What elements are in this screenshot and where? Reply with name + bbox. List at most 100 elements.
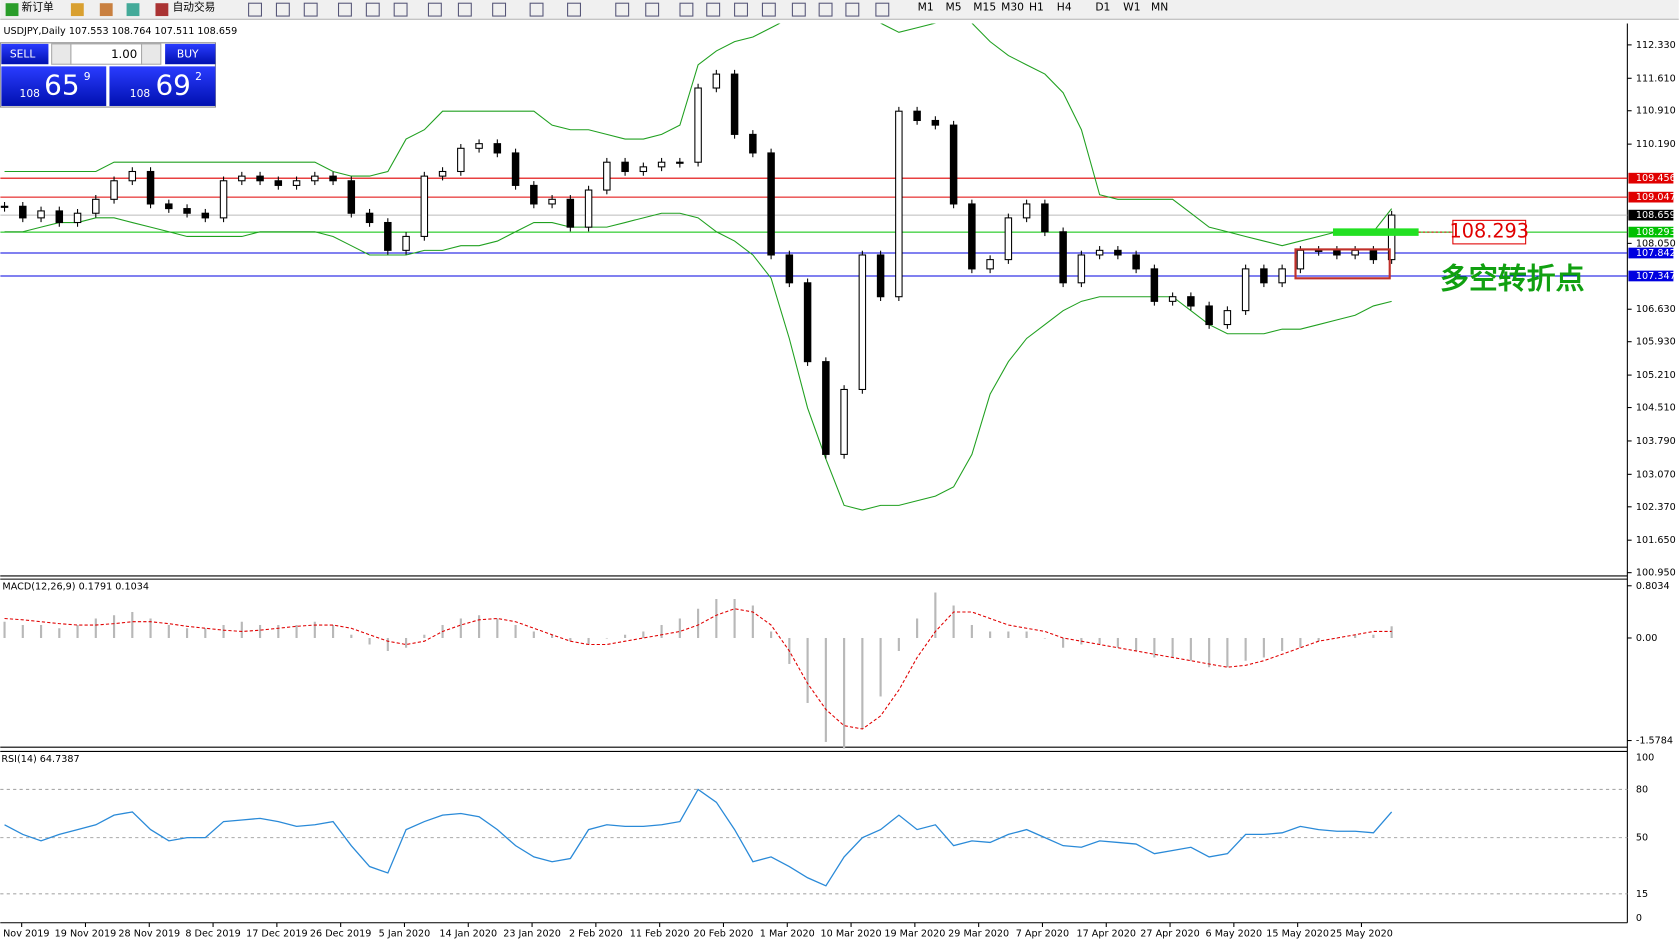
timeframe[interactable]: D1 — [1095, 0, 1110, 13]
timeframe[interactable]: M30 — [1001, 0, 1024, 13]
toolbar-icon[interactable] — [761, 2, 776, 17]
candle — [55, 210, 64, 224]
macd-bar — [112, 615, 116, 638]
timeframe[interactable]: M15 — [973, 0, 996, 13]
auto-trading-icon[interactable] — [155, 3, 169, 17]
sell-button[interactable] — [1, 43, 49, 65]
last-price-label: 108.659 — [1636, 210, 1676, 221]
level-tag — [1628, 172, 1674, 184]
buy-price-big[interactable]: 108 — [130, 87, 151, 100]
candle — [913, 110, 921, 122]
macd-bar — [770, 631, 773, 638]
toolbar-icon[interactable] — [791, 2, 806, 17]
candle — [986, 259, 994, 270]
candle — [1004, 217, 1013, 261]
sell-price[interactable] — [1, 66, 107, 106]
buy-price-main[interactable]: 69 — [155, 69, 190, 102]
timeframe[interactable]: M1 — [918, 0, 934, 13]
toolbar-icon[interactable] — [99, 3, 113, 17]
candle — [767, 152, 775, 256]
toolbar-icon[interactable] — [303, 2, 318, 17]
macd-bar — [1153, 637, 1156, 658]
toolbar-icon[interactable] — [679, 2, 694, 17]
candle — [1241, 268, 1250, 312]
candle — [347, 180, 356, 214]
toolbar-icon[interactable] — [875, 2, 890, 17]
macd-bar — [204, 628, 207, 638]
level-label: 108.293 — [1636, 227, 1676, 238]
toolbar-icon[interactable] — [248, 2, 262, 17]
candle — [329, 175, 337, 182]
buy-label[interactable]: BUY — [177, 48, 199, 61]
toolbar-icon[interactable] — [492, 2, 507, 17]
macd-bar — [952, 605, 955, 638]
sell-price-big[interactable]: 108 — [20, 87, 41, 100]
date-label: 19 Nov 2019 — [55, 928, 117, 939]
toolbar-icon[interactable] — [365, 2, 380, 17]
timeframe[interactable]: W1 — [1123, 0, 1140, 13]
macd-bar — [295, 624, 298, 638]
buy-price-sup[interactable]: 2 — [195, 70, 202, 83]
candle — [92, 198, 100, 214]
macd-bar — [277, 624, 280, 638]
toolbar-icon[interactable] — [706, 2, 721, 17]
toolbar-icon[interactable] — [818, 2, 833, 17]
rsi-tick-label: 15 — [1636, 889, 1648, 900]
timeframe[interactable]: M5 — [945, 0, 961, 13]
sell-price-main[interactable]: 65 — [44, 69, 79, 102]
toolbar-icon[interactable] — [457, 2, 472, 17]
timeframe[interactable]: H1 — [1029, 0, 1044, 13]
rsi-line — [4, 788, 1393, 887]
sell-label[interactable]: SELL — [10, 48, 35, 61]
new-order[interactable]: 新订单 — [22, 0, 54, 13]
auto-trading[interactable]: 自动交易 — [173, 0, 216, 13]
lots-down[interactable] — [51, 43, 72, 65]
toolbar-icon[interactable] — [567, 2, 581, 17]
macd-bar — [1189, 637, 1192, 661]
date-label: 7 Apr 2020 — [1016, 928, 1069, 939]
macd-bar — [405, 637, 408, 648]
candle — [274, 180, 283, 186]
buy-button[interactable] — [165, 43, 216, 65]
candle — [37, 210, 45, 219]
level-tag — [1628, 226, 1674, 238]
candle — [895, 110, 903, 298]
candle — [657, 161, 666, 168]
toolbar-icon[interactable] — [126, 3, 140, 17]
toolbar-icon[interactable] — [845, 2, 860, 17]
toolbar-icon[interactable] — [427, 2, 442, 17]
lots-value[interactable]: 1.00 — [111, 47, 137, 61]
toolbar-icon[interactable] — [337, 2, 352, 17]
macd-bar — [916, 618, 919, 638]
toolbar-icon[interactable] — [275, 2, 290, 17]
toolbar-icon[interactable] — [70, 3, 84, 17]
rsi-tick-label: 100 — [1636, 752, 1654, 763]
macd-bar — [1135, 637, 1138, 651]
toolbar-icon[interactable] — [615, 2, 630, 17]
timeframe[interactable]: MN — [1151, 0, 1168, 13]
chart-header: USDJPY,Daily 107.553 108.764 107.511 108… — [3, 26, 237, 37]
new-order-icon[interactable] — [5, 3, 19, 17]
toolbar-icon[interactable] — [645, 2, 660, 17]
candle — [1187, 296, 1195, 307]
price-plot — [0, 23, 1628, 511]
candle — [749, 133, 757, 154]
buy-price[interactable] — [109, 66, 216, 106]
macd-bar — [478, 615, 481, 638]
timeframe[interactable]: H4 — [1057, 0, 1072, 13]
candle — [128, 170, 137, 182]
toolbar-icon[interactable] — [734, 2, 748, 17]
toolbar-icon[interactable] — [529, 2, 544, 17]
macd-bar — [624, 634, 627, 638]
macd-bar — [587, 637, 590, 645]
sell-price-sup[interactable]: 9 — [84, 70, 91, 83]
date-label: 11 Feb 2020 — [630, 928, 690, 939]
candle — [1095, 249, 1104, 256]
macd-bar — [1354, 634, 1357, 638]
toolbar-icon[interactable] — [393, 2, 408, 17]
lots-up[interactable] — [141, 43, 162, 65]
y-tick-label: 112.330 — [1636, 40, 1676, 51]
y-tick-label: 105.930 — [1636, 337, 1676, 348]
macd-bar — [806, 637, 809, 703]
macd-bar — [58, 628, 61, 638]
